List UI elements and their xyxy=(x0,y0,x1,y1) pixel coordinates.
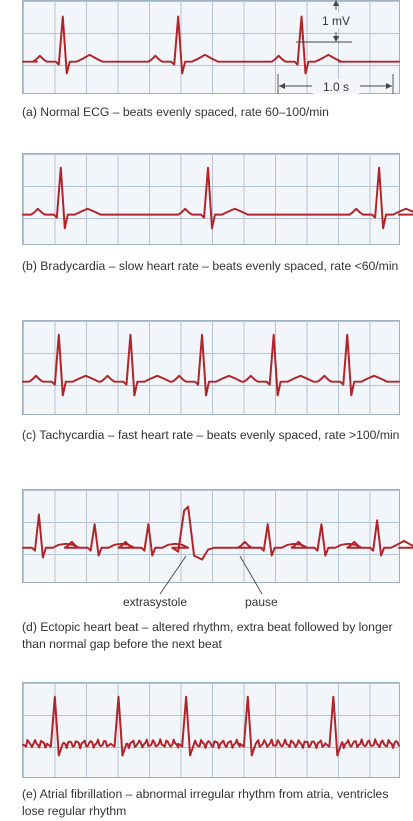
ecg-trace-line xyxy=(22,505,413,561)
ecg-trace-line xyxy=(22,15,400,75)
ecg-trace-line xyxy=(22,333,400,397)
ecg-trace-bradycardia xyxy=(22,166,413,230)
caption-normal: (a) Normal ECG – beats evenly spaced, ra… xyxy=(22,105,329,119)
label-pause: pause xyxy=(245,595,278,609)
ecg-trace-tachycardia xyxy=(22,333,400,397)
ecg-trace-atrial-fibrillation xyxy=(22,695,400,757)
caption-ectopic: (d) Ectopic heart beat – altered rhythm,… xyxy=(22,620,393,651)
ecg-trace-ectopic xyxy=(22,505,413,561)
ecg-trace-line xyxy=(22,166,413,230)
ecg-trace-line xyxy=(22,695,400,757)
ecg-strip-ectopic xyxy=(22,489,413,583)
caption-tachycardia: (c) Tachycardia – fast heart rate – beat… xyxy=(22,428,400,442)
caption-atrial-fibrillation: (e) Atrial fibrillation – abnormal irreg… xyxy=(22,787,389,818)
caption-bradycardia: (b) Bradycardia – slow heart rate – beat… xyxy=(22,259,399,273)
label-extrasystole: extrasystole xyxy=(123,595,188,609)
ecg-trace-normal xyxy=(22,15,400,75)
ecg-strip-bradycardia xyxy=(22,153,413,245)
ecg-strip-tachycardia xyxy=(22,320,400,415)
ecg-strip-normal xyxy=(22,0,400,94)
ecg-strip-atrial-fibrillation xyxy=(22,682,400,778)
